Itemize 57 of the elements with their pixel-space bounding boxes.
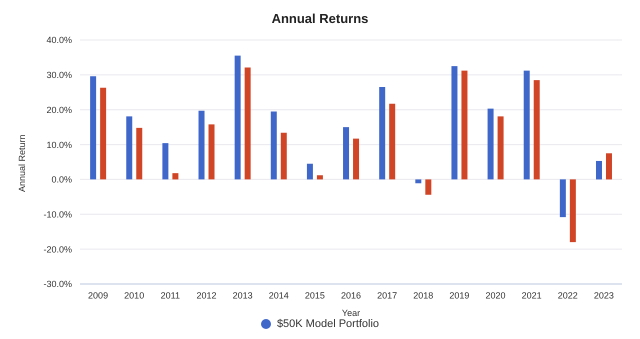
chart-title: Annual Returns	[270, 10, 370, 28]
bar	[126, 116, 132, 180]
x-tick-label: 2019	[449, 290, 470, 300]
bar	[606, 153, 612, 180]
bar	[316, 175, 323, 180]
bar	[208, 124, 215, 180]
x-tick-label: 2009	[88, 290, 108, 300]
y-tick-label: 10.0%	[46, 140, 72, 150]
bar	[280, 132, 287, 180]
bar	[488, 108, 494, 180]
bar	[389, 104, 396, 180]
bar	[534, 80, 540, 180]
bar	[451, 66, 458, 180]
x-tick-label: 2011	[160, 290, 180, 300]
bar	[343, 127, 350, 180]
bar	[560, 179, 566, 218]
bar	[596, 160, 602, 180]
x-tick-label: 2018	[413, 290, 434, 300]
x-tick-label: 2020	[486, 290, 506, 300]
bar	[379, 87, 386, 180]
bar	[524, 70, 530, 180]
y-tick-label: 40.0%	[46, 35, 72, 46]
x-tick-label: 2023	[594, 290, 614, 300]
bar	[425, 179, 432, 195]
y-tick-label: 0.0%	[51, 174, 72, 185]
x-tick-label: 2015	[304, 290, 325, 300]
y-axis-title: Annual Return	[17, 134, 28, 192]
x-tick-label: 2013	[232, 290, 253, 300]
bar	[415, 179, 422, 184]
bar	[234, 56, 241, 180]
bar	[136, 128, 142, 180]
y-tick-label: 30.0%	[46, 70, 72, 80]
bar	[498, 116, 504, 180]
bar	[270, 111, 277, 180]
y-tick-label: -20.0%	[43, 244, 72, 254]
y-tick-label: -30.0%	[43, 279, 72, 290]
bar	[172, 173, 178, 180]
x-tick-label: 2021	[522, 290, 542, 300]
x-tick-label: 2016	[340, 290, 362, 300]
y-tick-label: 20.0%	[46, 104, 72, 115]
x-tick-label: 2014	[268, 290, 289, 300]
y-tick-label: -10.0%	[43, 209, 72, 220]
x-tick-label: 2022	[558, 290, 578, 300]
bar	[570, 179, 576, 242]
bar	[306, 164, 313, 180]
x-tick-label: 2017	[377, 290, 398, 300]
bar	[244, 68, 251, 180]
legend-label: $50K Model Portfolio	[276, 318, 380, 330]
x-tick-label: 2012	[196, 290, 216, 300]
bar	[90, 76, 96, 180]
bar	[100, 88, 106, 180]
bar	[162, 143, 168, 180]
bar	[198, 110, 205, 180]
x-axis-title: Year	[342, 308, 360, 318]
x-tick-label: 2010	[124, 290, 144, 300]
bar	[353, 138, 360, 180]
bar	[461, 70, 468, 180]
